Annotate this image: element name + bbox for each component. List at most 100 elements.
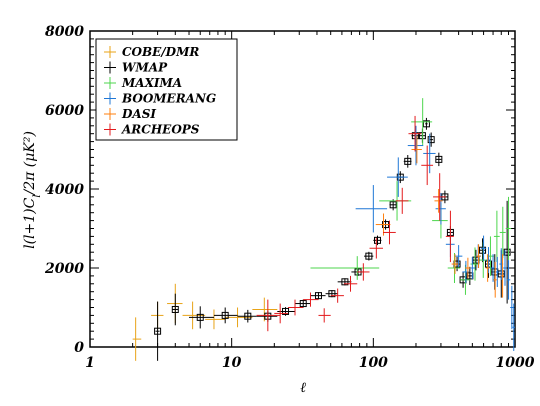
box-marker	[341, 278, 349, 286]
data-point-maxima	[499, 206, 506, 259]
box-marker	[196, 313, 204, 321]
data-point-dasi	[434, 189, 443, 213]
data-point-boomerang	[512, 303, 515, 351]
data-point-dasi	[485, 254, 490, 282]
data-point-dasi	[465, 257, 471, 279]
legend-box	[95, 38, 238, 141]
data-point-dasi	[375, 213, 391, 236]
data-point-maxima	[310, 256, 380, 280]
y-tick-label: 2000	[44, 261, 84, 277]
x-tick-label: 1000	[496, 355, 535, 371]
box-marker	[171, 305, 179, 313]
legend-label: MAXIMA	[121, 76, 182, 90]
y-axis-title-subscript: l	[32, 194, 43, 197]
data-point-boomerang	[503, 250, 507, 286]
box-marker	[373, 236, 381, 244]
data-point-wmap	[295, 299, 311, 308]
box-marker	[479, 246, 487, 254]
data-point-boomerang	[435, 192, 446, 225]
data-point-wmap	[337, 278, 352, 286]
box-marker	[282, 307, 290, 315]
data-point-cobe-dmr	[205, 309, 226, 330]
data-point-boomerang	[423, 133, 436, 174]
box-marker	[427, 136, 435, 144]
data-point-boomerang	[510, 285, 514, 330]
data-point-archeops	[445, 210, 454, 263]
data-point-archeops	[357, 263, 370, 281]
legend-label: DASI	[121, 107, 156, 121]
series-boomerang	[355, 125, 515, 351]
box-marker	[244, 312, 252, 320]
data-point-wmap	[435, 152, 443, 167]
legend-label: BOOMERANG	[121, 92, 216, 106]
series-dasi	[375, 135, 505, 298]
data-point-wmap	[256, 310, 278, 322]
x-tick-label: 10	[222, 355, 242, 371]
data-point-archeops	[408, 115, 422, 152]
data-point-cobe-dmr	[132, 317, 142, 361]
data-point-archeops	[433, 173, 446, 221]
y-axis-title-tail: /2π (μK²)	[22, 131, 38, 196]
box-marker	[389, 201, 397, 209]
data-point-archeops	[303, 292, 319, 307]
y-axis-title-main: l(l+1)C	[22, 197, 38, 249]
data-point-wmap	[325, 290, 338, 298]
data-point-archeops	[256, 299, 281, 332]
x-tick-label: 1	[85, 355, 95, 371]
data-point-boomerang	[486, 247, 491, 274]
data-point-boomerang	[480, 235, 487, 261]
box-marker	[404, 157, 412, 165]
data-point-wmap	[171, 293, 179, 326]
box-marker	[365, 252, 373, 260]
box-marker	[314, 292, 322, 300]
series-wmap	[154, 117, 511, 361]
x-axis-title: ℓ	[300, 380, 306, 396]
data-point-maxima	[505, 196, 512, 261]
data-point-archeops	[288, 299, 304, 316]
data-point-wmap	[364, 251, 374, 261]
legend-entry-boomerang: BOOMERANG	[104, 92, 216, 106]
data-point-wmap	[154, 301, 162, 361]
legend-label: COBE/DMR	[122, 45, 199, 59]
data-point-archeops	[395, 187, 409, 214]
series-archeops	[256, 115, 454, 332]
data-point-wmap	[403, 155, 412, 168]
data-point-archeops	[318, 308, 331, 323]
y-tick-label: 6000	[45, 103, 84, 119]
box-marker	[435, 155, 443, 163]
data-point-dasi	[451, 254, 459, 274]
data-point-wmap	[237, 309, 257, 323]
box-marker	[503, 248, 511, 256]
series-cobe-dmr	[132, 283, 278, 361]
legend-label: ARCHEOPS	[121, 123, 200, 137]
data-point-wmap	[427, 132, 435, 147]
data-point-dasi	[493, 262, 497, 298]
data-point-wmap	[373, 235, 382, 246]
data-point-cobe-dmr	[252, 297, 278, 322]
data-point-cobe-dmr	[182, 301, 206, 330]
data-point-boomerang	[454, 245, 463, 268]
y-tick-label: 8000	[45, 24, 84, 40]
y-axis-title: l(l+1)Cl/2π (μK²)	[22, 131, 43, 249]
legend-entry-archeops: ARCHEOPS	[104, 123, 200, 137]
box-marker	[422, 120, 430, 128]
x-tick-label: 100	[359, 355, 388, 371]
data-point-archeops	[343, 275, 358, 292]
tick-labels: 1 10 100 1000 0 2000 4000 6000 8000	[44, 24, 535, 371]
data-point-maxima	[460, 264, 471, 295]
data-point-dasi	[501, 254, 505, 298]
legend-entry-maxima: MAXIMA	[104, 76, 182, 90]
data-point-boomerang	[355, 185, 388, 233]
data-point-wmap	[479, 238, 487, 263]
box-marker	[328, 290, 336, 298]
data-point-dasi	[476, 244, 481, 268]
y-tick-label: 4000	[45, 182, 84, 198]
data-point-maxima	[493, 210, 500, 263]
box-marker	[154, 327, 162, 335]
legend-entry-cobe-dmr: COBE/DMR	[104, 45, 199, 59]
data-point-boomerang	[495, 256, 500, 287]
box-marker	[299, 300, 307, 308]
series-maxima	[310, 98, 512, 295]
